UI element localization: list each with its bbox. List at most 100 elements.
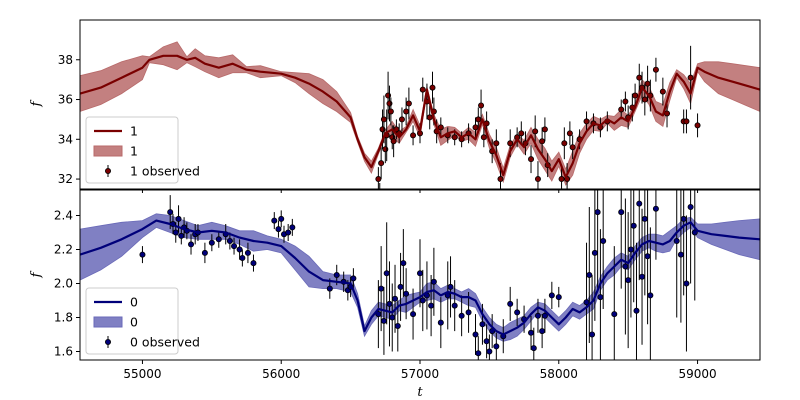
- bottom-observed-point: [289, 218, 296, 236]
- bottom-observed-marker: [528, 329, 535, 336]
- bottom-observed-marker: [630, 222, 637, 229]
- top-observed-marker: [419, 86, 426, 93]
- bottom-observed-point: [447, 256, 454, 318]
- top-observed-marker: [451, 134, 458, 141]
- top-observed-marker: [618, 106, 625, 113]
- bottom-observed-marker: [680, 215, 687, 222]
- bottom-observed-marker: [641, 215, 648, 222]
- top-panel: 32 34 36 38 f 1 1 1 observed: [29, 19, 761, 190]
- bottom-observed-point: [215, 230, 222, 248]
- bottom-observed-point: [600, 190, 607, 309]
- bottom-observed-marker: [589, 331, 596, 338]
- top-observed-point: [393, 119, 400, 140]
- bottom-observed-marker: [278, 215, 285, 222]
- top-observed-point: [683, 109, 690, 134]
- bottom-observed-point: [375, 280, 382, 349]
- top-observed-marker: [664, 110, 671, 117]
- top-observed-marker: [480, 134, 487, 141]
- bottom-observed-point: [539, 314, 546, 349]
- bottom-observed-marker: [231, 243, 238, 250]
- top-observed-point: [659, 77, 666, 106]
- top-observed-marker: [493, 140, 500, 147]
- top-observed-point: [497, 163, 504, 189]
- top-legend-label: 1: [130, 124, 138, 139]
- bottom-observed-marker: [389, 314, 396, 321]
- bottom-observed-point: [423, 261, 430, 330]
- bottom-observed-marker: [472, 331, 479, 338]
- top-observed-point: [687, 45, 694, 110]
- top-observed-marker: [378, 160, 385, 167]
- bottom-observed-marker: [514, 309, 521, 316]
- bottom-observed-point: [428, 275, 435, 337]
- bottom-observed-marker: [548, 292, 555, 299]
- bottom-observed-marker: [597, 294, 604, 301]
- bottom-observed-point: [208, 234, 215, 252]
- bottom-observed-point: [178, 227, 185, 245]
- top-observed-marker: [652, 66, 659, 73]
- top-observed-marker: [583, 118, 590, 125]
- bottom-observed-marker: [275, 226, 282, 233]
- x-tick-label: 56000: [262, 367, 300, 381]
- top-observed-marker: [410, 132, 417, 139]
- top-observed-point: [379, 183, 381, 189]
- bottom-observed-point: [410, 288, 417, 340]
- bottom-observed-point: [389, 283, 396, 352]
- bottom-observed-marker: [172, 229, 179, 236]
- top-observed-marker: [475, 116, 482, 123]
- bottom-observed-marker: [285, 229, 292, 236]
- top-observed-marker: [632, 92, 639, 99]
- top-observed-point: [410, 125, 417, 146]
- bottom-legend-label: 0 observed: [130, 335, 200, 350]
- top-observed-marker: [636, 74, 643, 81]
- top-observed-marker: [472, 124, 479, 131]
- bottom-observed-marker: [451, 302, 458, 309]
- top-observed-marker: [380, 116, 387, 123]
- bottom-observed-point: [534, 298, 541, 333]
- top-observed-marker: [497, 176, 504, 183]
- top-observed-point: [480, 127, 487, 148]
- bottom-observed-marker: [400, 260, 407, 267]
- top-observed-marker: [541, 126, 548, 133]
- top-observed-marker: [532, 128, 539, 135]
- top-observed-point: [429, 71, 436, 104]
- bottom-observed-point: [622, 198, 629, 335]
- bottom-observed-marker: [618, 209, 625, 216]
- bottom-observed-marker: [687, 203, 694, 210]
- bottom-observed-marker: [175, 215, 182, 222]
- top-observed-marker: [644, 80, 651, 87]
- bottom-observed-point: [507, 286, 514, 321]
- x-tick-label: 57000: [401, 367, 439, 381]
- top-observed-point: [541, 117, 548, 142]
- bottom-observed-marker: [534, 312, 541, 319]
- bottom-observed-point: [677, 190, 684, 323]
- bottom-observed-marker: [410, 311, 417, 318]
- bottom-observed-marker: [250, 260, 257, 267]
- bottom-observed-point: [392, 264, 399, 333]
- top-observed-marker: [507, 140, 514, 147]
- bottom-observed-marker: [139, 251, 146, 258]
- top-observed-point: [652, 57, 659, 82]
- top-observed-point: [405, 87, 412, 120]
- top-y-axis-label: f: [29, 99, 44, 107]
- bottom-observed-point: [458, 295, 465, 337]
- bottom-panel: 1.6 1.8 2.0 2.2 2.4 55000 56000 57000 58000 5900…: [29, 189, 761, 381]
- top-observed-marker: [641, 96, 648, 103]
- top-observed-marker: [528, 156, 535, 163]
- top-legend: 1 1 1 observed: [85, 116, 200, 184]
- bottom-observed-point: [680, 190, 687, 296]
- bottom-observed-marker: [486, 348, 493, 355]
- bottom-observed-point: [555, 286, 562, 308]
- top-observed-marker: [375, 176, 382, 183]
- bottom-observed-point: [444, 261, 451, 330]
- top-observed-marker: [683, 118, 690, 125]
- bottom-observed-marker: [479, 321, 486, 328]
- bottom-observed-point: [611, 246, 618, 360]
- bottom-observed-marker: [691, 229, 698, 236]
- bottom-observed-point: [541, 298, 548, 333]
- bottom-observed-point: [201, 242, 208, 264]
- top-y-tick-label: 36: [58, 93, 73, 107]
- top-observed-point: [618, 99, 625, 120]
- bottom-observed-point: [139, 246, 146, 264]
- bottom-observed-point: [285, 224, 292, 241]
- bottom-observed-point: [472, 314, 479, 355]
